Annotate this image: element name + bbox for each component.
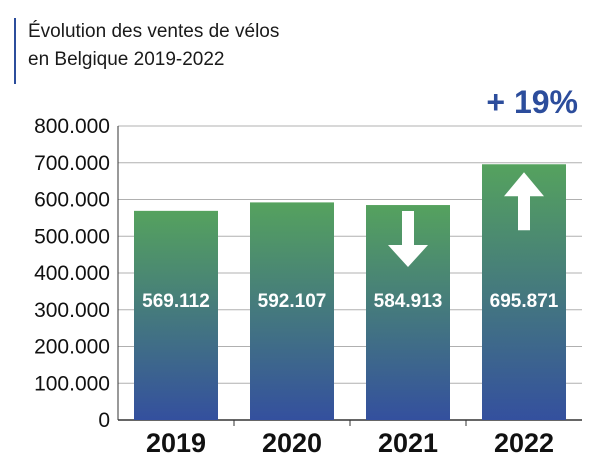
x-tick-label: 2020 [262,428,322,458]
growth-annotation: + 19% [486,84,578,120]
bar-value-label: 695.871 [490,291,559,312]
x-tick-label: 2019 [146,428,206,458]
bar-2019 [134,210,218,420]
y-tick-label: 400.000 [34,262,110,285]
chart-title: Évolution des ventes de vélos en Belgiqu… [14,18,279,84]
y-tick-label: 0 [98,409,110,432]
x-tick-label: 2022 [494,428,554,458]
y-tick-label: 300.000 [34,299,110,322]
arrow-up-icon [504,172,544,231]
y-tick-label: 700.000 [34,152,110,175]
bar-value-label: 584.913 [374,291,443,312]
y-tick-label: 800.000 [34,115,110,138]
y-tick-label: 600.000 [34,189,110,212]
bar-value-label: 569.112 [142,291,210,312]
chart-title-line-1: Évolution des ventes de vélos [28,21,280,42]
bar-2020 [250,202,334,420]
chart-title-line-2: en Belgique 2019-2022 [28,49,225,70]
y-tick-label: 100.000 [34,372,110,395]
y-tick-label: 500.000 [34,225,110,248]
y-tick-label: 200.000 [34,336,110,359]
bar-value-label: 592.107 [258,291,327,312]
arrow-down-icon [388,211,428,268]
x-tick-label: 2021 [378,428,438,458]
